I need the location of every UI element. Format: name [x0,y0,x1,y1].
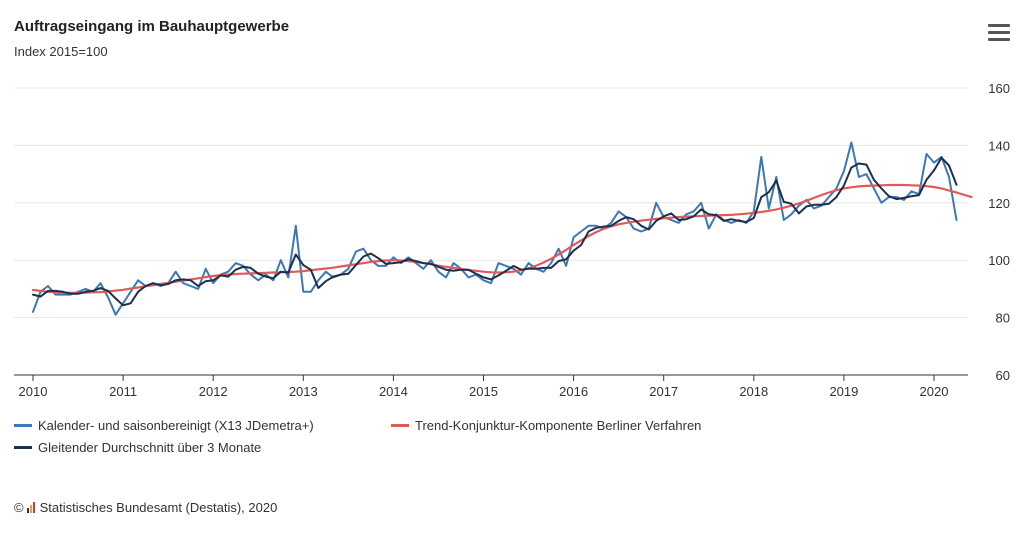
y-tick-label-160: 160 [988,81,1010,96]
x-tick-label-2017: 2017 [649,384,678,399]
y-tick-label-100: 100 [988,253,1010,268]
x-tick-label-2016: 2016 [559,384,588,399]
legend-label-series-0: Kalender- und saisonbereinigt (X13 JDeme… [38,418,314,433]
x-tick-label-2010: 2010 [19,384,48,399]
legend-label-series-1: Trend-Konjunktur-Komponente Berliner Ver… [415,418,702,433]
x-tick-label-2015: 2015 [469,384,498,399]
legend-swatch-series-1 [391,424,409,427]
legend-item-series-2[interactable]: Gleitender Durchschnitt über 3 Monate [14,440,261,455]
chart-subtitle: Index 2015=100 [14,44,108,59]
y-tick-label-60: 60 [996,368,1010,383]
legend-swatch-series-0 [14,424,32,427]
legend-swatch-series-2 [14,446,32,449]
x-tick-label-2019: 2019 [829,384,858,399]
x-tick-label-2011: 2011 [109,384,137,399]
hamburger-menu-icon[interactable] [988,24,1010,42]
series-line-0 [32,141,958,316]
series-line-2 [32,156,958,307]
x-tick-label-2018: 2018 [739,384,768,399]
y-tick-label-80: 80 [996,311,1010,326]
line-chart: 60 80 100 120 140 160 2010 2011 2012 2013 2014 2015… [14,81,1010,399]
x-tick-label-2020: 2020 [920,384,949,399]
x-tick-label-2013: 2013 [289,384,318,399]
destatis-bars-icon [26,502,36,513]
legend-item-series-0[interactable]: Kalender- und saisonbereinigt (X13 JDeme… [14,418,314,433]
page-title: Auftragseingang im Bauhauptgewerbe [14,18,290,35]
source-text: Statistisches Bundesamt (Destatis), 2020 [39,500,278,515]
x-tick-label-2012: 2012 [199,384,228,399]
copyright-symbol: © [14,500,24,515]
source-note: © Statistisches Bundesamt (Destatis), 20… [14,500,277,515]
x-tick-label-2014: 2014 [379,384,408,399]
y-tick-label-140: 140 [988,138,1010,153]
legend-item-series-1[interactable]: Trend-Konjunktur-Komponente Berliner Ver… [391,418,701,433]
y-tick-label-120: 120 [988,196,1010,211]
legend-label-series-2: Gleitender Durchschnitt über 3 Monate [38,440,262,455]
